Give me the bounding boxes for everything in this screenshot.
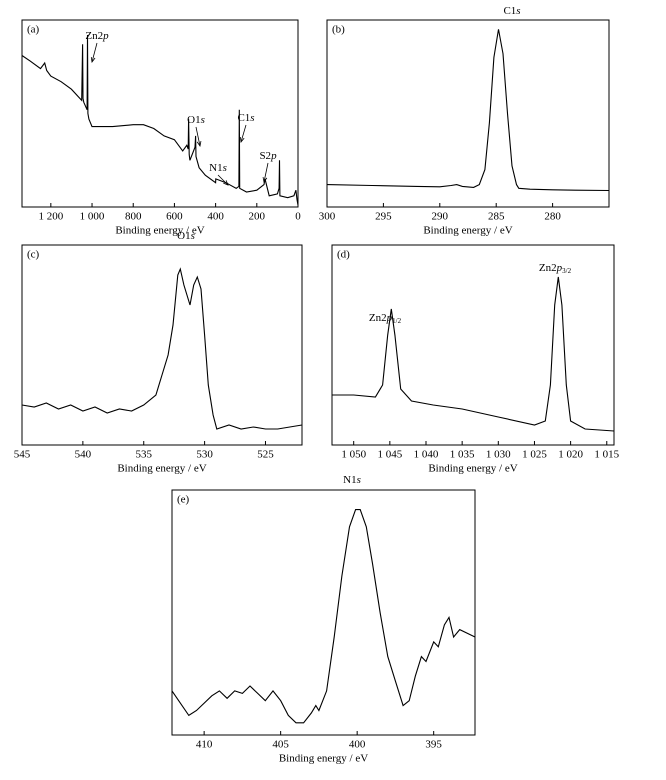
x-axis-label: Binding energy / eV (117, 463, 206, 475)
peak-label: O1s (177, 230, 195, 242)
x-tick-label: 290 (432, 211, 449, 223)
annotation-arrow (91, 42, 98, 63)
x-tick-label: 200 (249, 211, 266, 223)
annotation-arrow (195, 126, 201, 147)
x-tick-label: 540 (75, 449, 92, 461)
peak-label-part: Zn2 (369, 312, 387, 324)
peak-label-part: p (102, 30, 109, 42)
x-tick-label: 400 (207, 211, 224, 223)
x-tick-label: 545 (14, 449, 31, 461)
x-tick-label: 1 035 (450, 449, 475, 461)
annotation-arrow (263, 162, 269, 183)
x-tick-label: 1 045 (377, 449, 402, 461)
spectrum-line (332, 276, 615, 432)
x-tick-label: 535 (135, 449, 152, 461)
x-tick-label: 1 000 (80, 211, 105, 223)
peak-label: N1s (209, 162, 227, 174)
spectrum-line (326, 29, 610, 192)
x-tick-label: 1 030 (486, 449, 511, 461)
x-axis-label: Binding energy / eV (423, 225, 512, 237)
peak-label: Zn2p1/2 (369, 312, 402, 325)
peak-label: N1s (343, 474, 361, 486)
peak-label-part: s (201, 114, 205, 126)
peak-label: Zn2p (85, 30, 109, 42)
peak-label: O1s (187, 114, 205, 126)
peak-label-part: O1 (187, 114, 200, 126)
plot-frame (326, 19, 610, 208)
x-axis-label: Binding energy / eV (279, 753, 368, 765)
plot-frame (331, 244, 615, 446)
arrow-head (90, 56, 96, 63)
peak-label-part: p (556, 262, 563, 274)
panel-label: (d) (337, 249, 350, 261)
x-tick-label: 1 200 (38, 211, 63, 223)
arrow-head (196, 141, 202, 148)
peak-label: S2p (259, 150, 277, 162)
peak-label-part: p (270, 150, 277, 162)
spectrum-line (21, 267, 303, 430)
x-axis-label: Binding energy / eV (428, 463, 517, 475)
x-tick-label: 280 (544, 211, 561, 223)
peak-label: Zn2p3/2 (539, 262, 572, 275)
panel-label: (a) (27, 24, 40, 36)
peak-label-part: s (516, 5, 520, 17)
peak-label-part: p (386, 312, 393, 324)
peak-label-part: s (250, 112, 254, 124)
panel-label: (e) (177, 494, 190, 506)
peak-label-part: O1 (177, 230, 190, 242)
peak-label-part: C1 (237, 112, 250, 124)
x-tick-label: 0 (295, 211, 301, 223)
x-tick-label: 405 (272, 739, 289, 751)
x-tick-label: 600 (166, 211, 183, 223)
peak-label-part: s (357, 474, 361, 486)
plot-frame (171, 489, 476, 736)
peak-label-part: C1 (503, 5, 516, 17)
x-tick-label: 295 (375, 211, 392, 223)
arrow-head (240, 136, 245, 143)
x-tick-label: 1 025 (522, 449, 547, 461)
x-tick-label: 410 (196, 739, 213, 751)
x-tick-label: 300 (319, 211, 336, 223)
x-tick-label: 395 (425, 739, 442, 751)
x-tick-label: 525 (257, 449, 274, 461)
peak-label-part: 3/2 (562, 267, 571, 275)
x-tick-label: 530 (196, 449, 213, 461)
spectrum-line (171, 509, 476, 724)
x-tick-label: 1 040 (414, 449, 439, 461)
x-tick-label: 285 (488, 211, 505, 223)
peak-label: C1s (237, 112, 254, 124)
arrow-head (262, 177, 268, 184)
peak-label-part: s (191, 230, 195, 242)
peak-label-part: N1 (343, 474, 356, 486)
arrow-head (223, 180, 229, 186)
x-tick-label: 1 015 (594, 449, 619, 461)
panel-label: (b) (332, 24, 345, 36)
plot-frame (21, 244, 303, 446)
spectrum-line (21, 34, 299, 206)
x-tick-label: 800 (125, 211, 142, 223)
peak-label-part: Zn2 (85, 30, 103, 42)
peak-label-part: Zn2 (539, 262, 557, 274)
x-tick-label: 1 050 (341, 449, 366, 461)
x-tick-label: 400 (349, 739, 366, 751)
peak-label-part: S2 (259, 150, 271, 162)
peak-label-part: 1/2 (392, 317, 401, 325)
x-tick-label: 1 020 (558, 449, 583, 461)
peak-label-part: s (223, 162, 227, 174)
annotation-arrow (240, 124, 247, 143)
annotation-arrow (217, 174, 229, 186)
plot-frame (21, 19, 299, 208)
peak-label-part: N1 (209, 162, 222, 174)
x-axis-label: Binding energy / eV (115, 225, 204, 237)
peak-label: C1s (503, 5, 520, 17)
panel-label: (c) (27, 249, 40, 261)
